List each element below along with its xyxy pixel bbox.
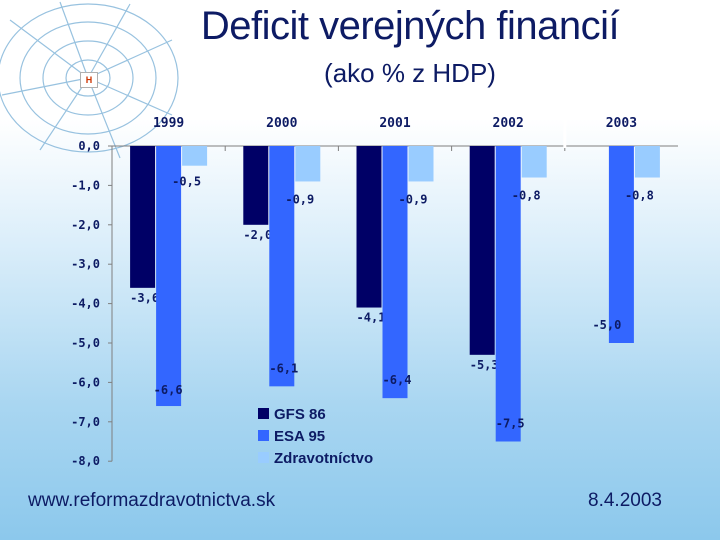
bar-zdravotníctvo bbox=[521, 146, 547, 178]
data-label: -0,5 bbox=[172, 175, 201, 189]
bar-gfs-86 bbox=[130, 146, 156, 288]
bar-gfs-86 bbox=[469, 146, 495, 355]
y-tick-label: -1,0 bbox=[71, 178, 100, 192]
page-title: Deficit verejných financií bbox=[200, 4, 620, 48]
footer-url[interactable]: www.reformazdravotnictva.sk bbox=[28, 490, 276, 511]
data-label: -2,0 bbox=[243, 228, 272, 242]
category-label: 2002 bbox=[493, 116, 524, 131]
y-tick-label: -4,0 bbox=[71, 297, 100, 311]
data-label: -6,1 bbox=[269, 361, 298, 375]
bar-esa-95 bbox=[156, 146, 182, 407]
data-label: -5,3 bbox=[470, 358, 499, 372]
y-tick-label: -6,0 bbox=[71, 375, 100, 389]
bar-gfs-86 bbox=[356, 146, 382, 308]
bar-zdravotníctvo bbox=[295, 146, 321, 182]
data-label: -0,9 bbox=[399, 192, 428, 206]
y-tick-label: -2,0 bbox=[71, 218, 100, 232]
logo-badge: H bbox=[80, 72, 98, 88]
spider-web-decoration bbox=[0, 1, 179, 159]
data-label: -5,0 bbox=[592, 318, 621, 332]
bar-esa-95 bbox=[382, 146, 408, 399]
data-label: -0,9 bbox=[285, 192, 314, 206]
data-label: -3,6 bbox=[130, 291, 159, 305]
data-label: -0,8 bbox=[625, 189, 654, 203]
page-subtitle: (ako % z HDP) bbox=[324, 58, 496, 88]
legend-label: GFS 86 bbox=[274, 406, 326, 423]
y-tick-label: -5,0 bbox=[71, 336, 100, 350]
category-label: 2003 bbox=[606, 116, 637, 131]
data-label: -6,6 bbox=[154, 383, 183, 397]
data-label: -6,4 bbox=[383, 373, 412, 387]
legend-swatch bbox=[258, 430, 269, 441]
bar-esa-95 bbox=[608, 146, 634, 343]
legend-label: ESA 95 bbox=[274, 428, 325, 445]
bar-esa-95 bbox=[269, 146, 295, 387]
category-label: 1999 bbox=[153, 116, 184, 131]
y-tick-label: -8,0 bbox=[71, 454, 100, 468]
data-label: -7,5 bbox=[496, 417, 525, 431]
footer-date: 8.4.2003 bbox=[588, 490, 662, 511]
category-label: 2000 bbox=[266, 116, 297, 131]
bar-zdravotníctvo bbox=[408, 146, 434, 182]
bar-esa-95 bbox=[495, 146, 521, 442]
bar-gfs-86 bbox=[243, 146, 269, 225]
y-tick-label: -7,0 bbox=[71, 415, 100, 429]
data-label: -0,8 bbox=[512, 189, 541, 203]
bar-zdravotníctvo bbox=[182, 146, 208, 166]
bar-zdravotníctvo bbox=[634, 146, 660, 178]
legend-label: Zdravotníctvo bbox=[274, 450, 373, 467]
legend-swatch bbox=[258, 452, 269, 463]
y-tick-label: 0,0 bbox=[78, 139, 100, 153]
data-label: -4,1 bbox=[357, 311, 386, 325]
y-tick-label: -3,0 bbox=[71, 257, 100, 271]
category-label: 2001 bbox=[379, 116, 410, 131]
legend-swatch bbox=[258, 408, 269, 419]
